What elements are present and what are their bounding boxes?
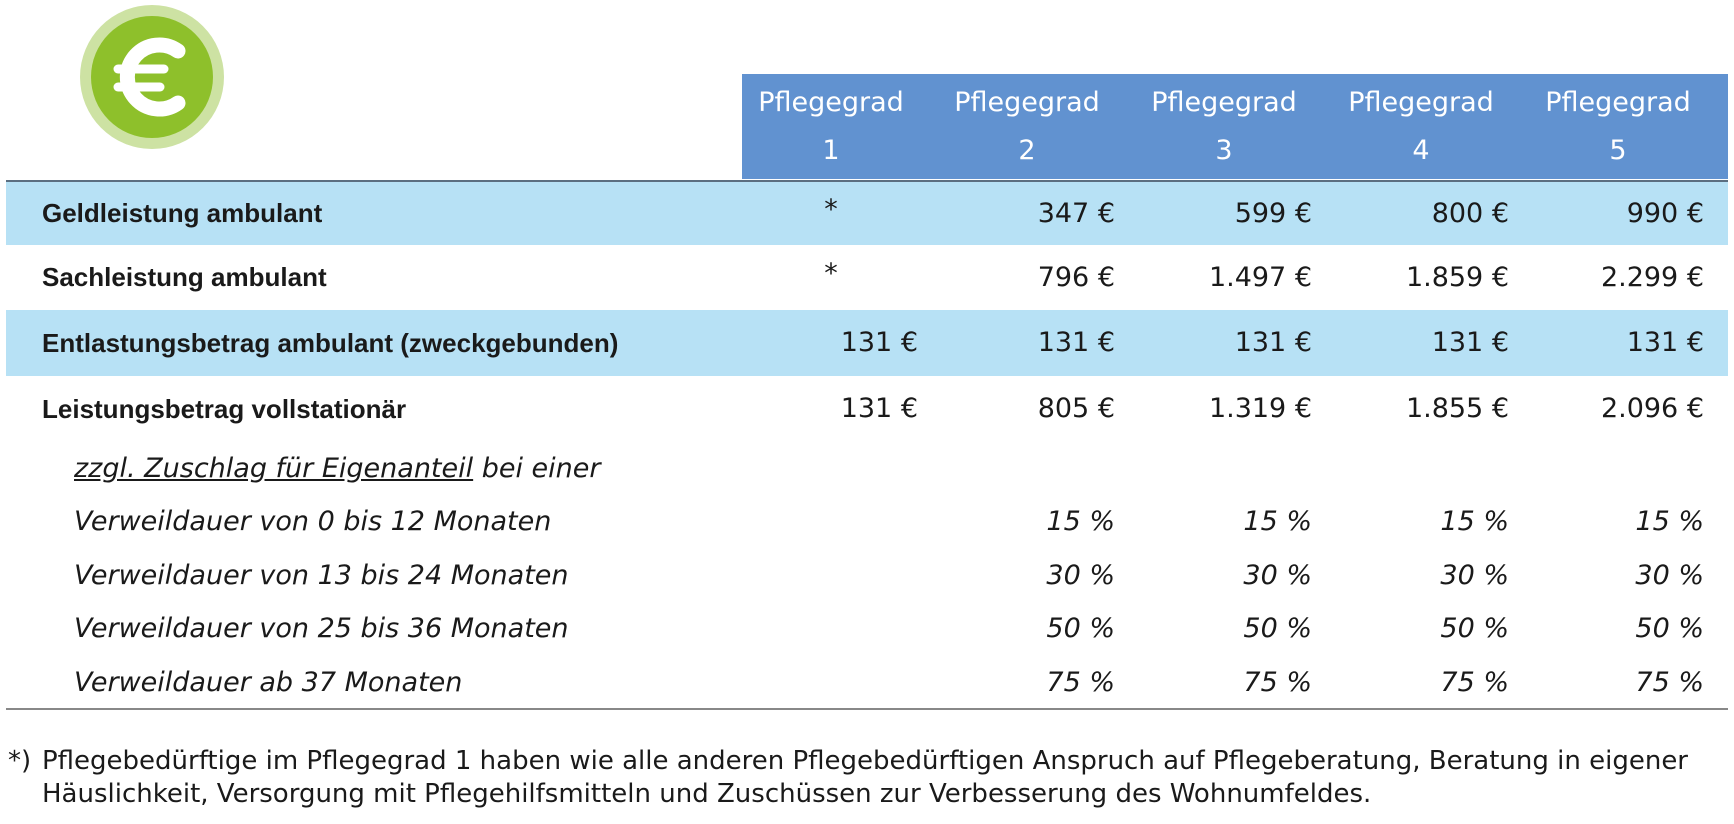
cell: * xyxy=(824,258,838,289)
column-header: Pflegegrad xyxy=(1348,87,1494,118)
row-band xyxy=(6,310,1728,376)
surcharge-cell: 15 % xyxy=(1440,506,1509,537)
column-number: 2 xyxy=(1018,135,1036,166)
cell: 990 € xyxy=(1626,198,1704,229)
column-header: Pflegegrad xyxy=(954,87,1100,118)
cell: 131 € xyxy=(1037,327,1115,358)
surcharge-cell: 75 % xyxy=(1046,667,1115,698)
bottom-rule xyxy=(6,708,1728,710)
cell: 805 € xyxy=(1037,393,1115,424)
cell: * xyxy=(824,194,838,225)
surcharge-cell: 50 % xyxy=(1635,613,1704,644)
cell: 131 € xyxy=(1626,327,1704,358)
surcharge-cell: 15 % xyxy=(1046,506,1115,537)
surcharge-cell: 30 % xyxy=(1635,560,1704,591)
cell: 2.096 € xyxy=(1600,393,1704,424)
euro-logo xyxy=(80,5,224,149)
column-header: Pflegegrad xyxy=(758,87,904,118)
row-band xyxy=(6,182,1728,245)
row-label: Sachleistung ambulant xyxy=(42,262,327,292)
cell: 347 € xyxy=(1037,198,1115,229)
surcharge-cell: 75 % xyxy=(1440,667,1509,698)
surcharge-heading: zzgl. Zuschlag für Eigenanteil bei einer xyxy=(74,442,601,496)
column-number: 3 xyxy=(1215,135,1233,166)
header-rule xyxy=(6,180,1728,182)
header-band xyxy=(742,74,1728,179)
surcharge-cell: 50 % xyxy=(1046,613,1115,644)
surcharge-cell: 75 % xyxy=(1243,667,1312,698)
footnote-text: Pflegebedürftige im Pflegegrad 1 haben w… xyxy=(42,746,1688,809)
cell: 599 € xyxy=(1234,198,1312,229)
heading-rest: bei einer xyxy=(473,453,601,484)
row-label: Leistungsbetrag vollstationär xyxy=(42,394,407,424)
surcharge-cell: 30 % xyxy=(1046,560,1115,591)
surcharge-cell: 15 % xyxy=(1243,506,1312,537)
surcharge-label: Verweildauer von 13 bis 24 Monaten xyxy=(74,560,569,591)
cell: 131 € xyxy=(840,393,918,424)
surcharge-cell: 50 % xyxy=(1440,613,1509,644)
column-number: 1 xyxy=(822,135,840,166)
column-number: 5 xyxy=(1609,135,1627,166)
column-number: 4 xyxy=(1412,135,1430,166)
cell: 2.299 € xyxy=(1600,262,1704,293)
cell: 1.319 € xyxy=(1208,393,1312,424)
cell: 1.859 € xyxy=(1405,262,1509,293)
surcharge-cell: 15 % xyxy=(1635,506,1704,537)
cell: 796 € xyxy=(1037,262,1115,293)
row-label: Geldleistung ambulant xyxy=(42,198,323,228)
cell: 131 € xyxy=(1431,327,1509,358)
surcharge-label: Verweildauer von 0 bis 12 Monaten xyxy=(74,506,552,537)
cell: 131 € xyxy=(1234,327,1312,358)
surcharge-cell: 30 % xyxy=(1440,560,1509,591)
footnote-marker: *) xyxy=(8,746,32,776)
row-label: Entlastungsbetrag ambulant (zweckgebunde… xyxy=(42,328,619,358)
cell: 1.497 € xyxy=(1208,262,1312,293)
heading-underlined: zzgl. Zuschlag für Eigenanteil xyxy=(74,453,474,484)
surcharge-cell: 30 % xyxy=(1243,560,1312,591)
surcharge-label: Verweildauer von 25 bis 36 Monaten xyxy=(74,613,569,644)
column-header: Pflegegrad xyxy=(1151,87,1297,118)
surcharge-cell: 75 % xyxy=(1635,667,1704,698)
surcharge-label: Verweildauer ab 37 Monaten xyxy=(74,667,463,698)
cell: 131 € xyxy=(840,327,918,358)
cell: 800 € xyxy=(1431,198,1509,229)
cell: 1.855 € xyxy=(1405,393,1509,424)
surcharge-cell: 50 % xyxy=(1243,613,1312,644)
column-header: Pflegegrad xyxy=(1545,87,1691,118)
